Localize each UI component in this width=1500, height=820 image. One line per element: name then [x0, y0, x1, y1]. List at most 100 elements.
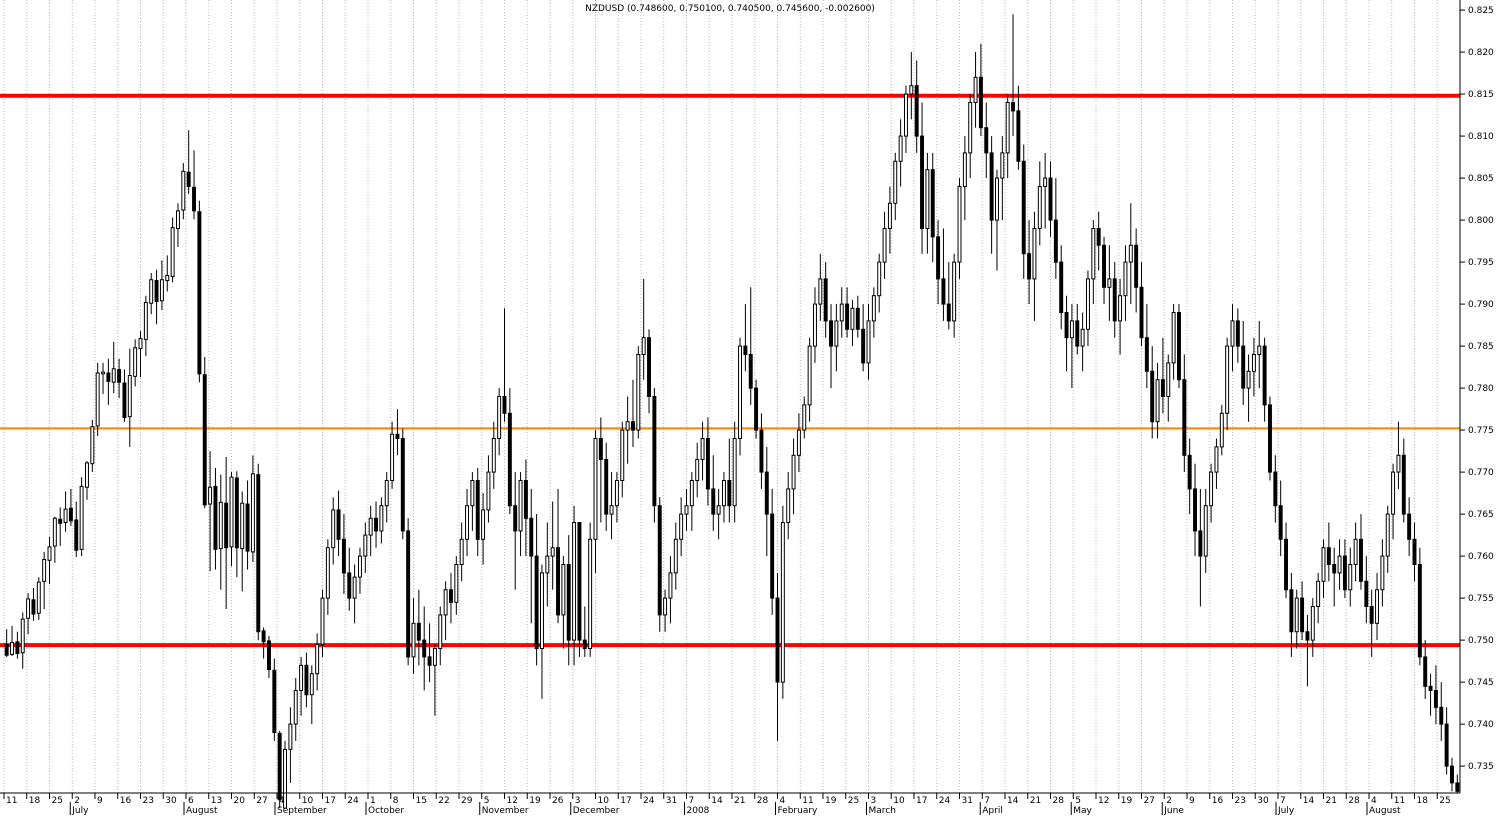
candle-body: [1091, 227, 1096, 280]
candle: [1337, 539, 1342, 590]
candle-body: [1187, 454, 1192, 490]
y-tick-label: 0.735: [1468, 762, 1494, 772]
candle-body: [1037, 185, 1042, 229]
candle: [882, 211, 887, 279]
candle-body: [1289, 589, 1294, 633]
candle: [1096, 211, 1101, 271]
x-tick-label: 15: [416, 796, 427, 806]
candle-body: [614, 480, 619, 507]
candle-body: [1214, 446, 1219, 473]
candle: [395, 409, 400, 456]
candle: [406, 518, 411, 666]
candle: [786, 472, 791, 540]
candle: [1310, 598, 1315, 657]
candle: [620, 421, 625, 498]
candle-body: [175, 210, 180, 229]
candle: [240, 491, 245, 592]
month-label: April: [982, 806, 1003, 815]
candle: [946, 262, 951, 330]
candle: [331, 497, 336, 565]
candle-body: [1027, 253, 1032, 280]
candle: [984, 102, 989, 179]
y-tick-label: 0.775: [1468, 426, 1494, 436]
candle: [256, 463, 261, 641]
x-tick-label: 13: [211, 796, 222, 806]
candle: [941, 228, 946, 321]
candle: [1144, 304, 1149, 389]
y-tick-label: 0.750: [1468, 636, 1494, 646]
month-label: March: [869, 806, 896, 815]
candle: [213, 467, 218, 570]
candle-body: [534, 555, 539, 650]
x-tick-label: 16: [1212, 796, 1224, 806]
candle: [866, 304, 871, 380]
candle-body: [15, 641, 20, 655]
x-tick-label: 7: [689, 796, 695, 806]
x-tick-label: 11: [6, 796, 17, 806]
candle: [748, 287, 753, 405]
candle-body: [1069, 320, 1074, 339]
candle-body: [1326, 547, 1331, 566]
candle-body: [1423, 656, 1428, 687]
candle-body: [497, 396, 502, 440]
candle-body: [213, 485, 218, 550]
candle: [84, 461, 89, 500]
candle-body: [1080, 328, 1085, 347]
candle: [443, 581, 448, 641]
candle-body: [1321, 547, 1326, 582]
candle-body: [1391, 471, 1396, 515]
candle-body: [52, 517, 57, 547]
candle-body: [400, 438, 405, 532]
candle-body: [1139, 286, 1144, 339]
x-tick-label: 21: [1030, 796, 1041, 806]
candle-body: [1300, 597, 1305, 633]
y-tick-label: 0.765: [1468, 510, 1494, 520]
candle-body: [486, 471, 491, 511]
candle-body: [1160, 379, 1165, 398]
candle: [288, 707, 293, 783]
candle-body: [491, 438, 496, 473]
candle-body: [807, 345, 812, 406]
candle: [1439, 682, 1444, 741]
candle: [1059, 245, 1064, 330]
candle-body: [315, 643, 320, 675]
candle: [197, 200, 202, 383]
candle-body: [1209, 471, 1214, 507]
candle: [829, 304, 834, 389]
candle-body: [1219, 412, 1224, 448]
candle-body: [1267, 404, 1272, 473]
candle-body: [1439, 706, 1444, 725]
x-tick-label: 28: [1053, 796, 1065, 806]
candle-body: [229, 476, 234, 548]
candle-body: [1128, 244, 1133, 263]
candle: [149, 273, 154, 315]
candle-body: [684, 505, 689, 515]
candle: [352, 564, 357, 624]
candle-body: [1412, 538, 1417, 566]
candle: [101, 362, 106, 394]
candle: [1321, 539, 1326, 599]
candle: [534, 514, 539, 666]
candle-body: [786, 488, 791, 524]
candle: [170, 217, 175, 283]
month-label: June: [1163, 806, 1184, 815]
candle: [550, 501, 555, 590]
candle-body: [572, 522, 577, 641]
candle: [668, 556, 673, 624]
y-tick-label: 0.740: [1468, 720, 1494, 730]
candle-body: [111, 368, 116, 383]
candle-body: [202, 374, 207, 506]
candle-body: [1230, 320, 1235, 347]
candle-body: [647, 337, 652, 397]
x-tick-label: 24: [347, 796, 359, 806]
candle-body: [764, 471, 769, 515]
candle-body: [1171, 311, 1176, 364]
candle: [1246, 354, 1251, 422]
candle-body: [673, 538, 678, 574]
candle-body: [877, 261, 882, 297]
candle: [475, 467, 480, 557]
candle: [1150, 346, 1155, 439]
candle-body: [1134, 244, 1139, 288]
candle-body: [133, 347, 138, 377]
